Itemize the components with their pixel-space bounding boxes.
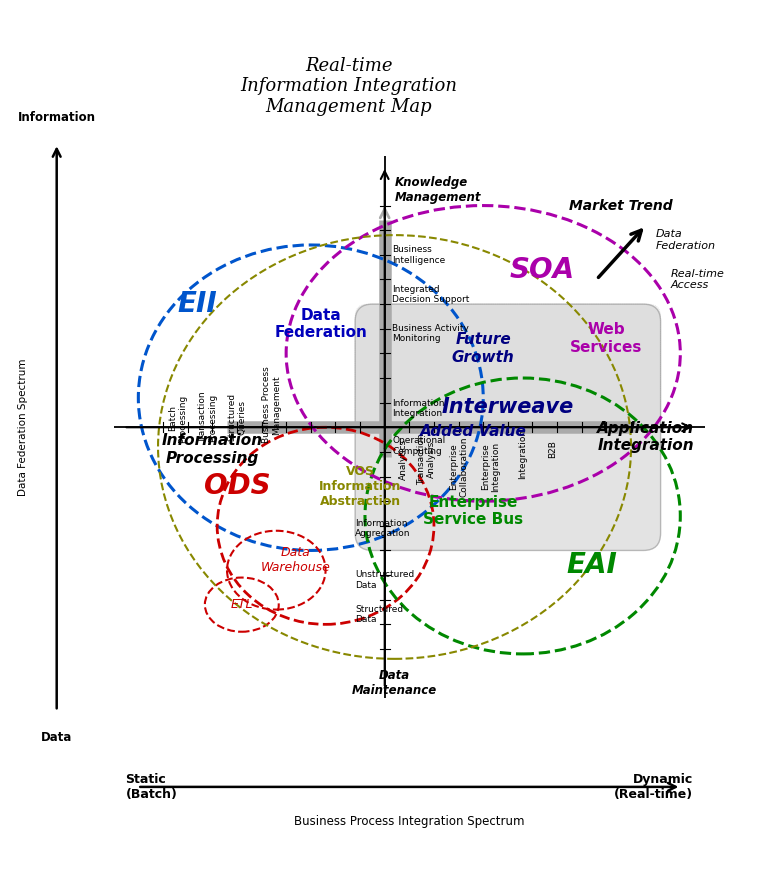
Text: Enterprise
Service Bus: Enterprise Service Bus (423, 494, 524, 528)
Text: Integration: Integration (518, 429, 527, 480)
Text: EII: EII (177, 290, 218, 318)
Text: ETL: ETL (230, 598, 253, 611)
Text: Operational
Computing: Operational Computing (392, 436, 446, 456)
Text: VOS
Information
Abstraction: VOS Information Abstraction (319, 465, 401, 508)
Text: Integrated
Decision Support: Integrated Decision Support (392, 284, 469, 304)
Text: Real-time
Access: Real-time Access (670, 269, 725, 290)
Text: Business Process
Management: Business Process Management (262, 367, 281, 444)
Text: Data
Federation: Data Federation (274, 308, 367, 340)
Text: Data
Warehouse: Data Warehouse (261, 547, 331, 575)
Text: Information
Aggregation: Information Aggregation (355, 519, 411, 538)
Text: Information
Processing: Information Processing (161, 433, 263, 466)
Text: Unstructured
Data: Unstructured Data (355, 570, 415, 589)
Text: Structured
Queries: Structured Queries (227, 393, 246, 441)
Text: Batch
Processing: Batch Processing (168, 394, 187, 442)
Text: SOA: SOA (510, 255, 575, 283)
FancyBboxPatch shape (355, 304, 660, 550)
Text: Information
Integration: Information Integration (392, 399, 445, 419)
Text: Data: Data (41, 731, 72, 744)
Text: Added Value: Added Value (420, 424, 527, 439)
Text: Structured
Data: Structured Data (355, 605, 403, 624)
Text: Market Trend: Market Trend (569, 199, 673, 213)
Text: Data Federation Spectrum: Data Federation Spectrum (17, 358, 27, 496)
Text: Transaction
Processing: Transaction Processing (198, 392, 217, 443)
Text: Real-time
Information Integration
Management Map: Real-time Information Integration Manage… (240, 57, 457, 116)
Text: Business
Intelligence: Business Intelligence (392, 245, 446, 264)
Text: EAI: EAI (566, 551, 617, 579)
FancyBboxPatch shape (355, 304, 660, 430)
Text: Web
Services: Web Services (570, 323, 643, 355)
Text: ODS: ODS (204, 473, 270, 501)
Text: Enterprise
Integration: Enterprise Integration (481, 441, 500, 492)
Text: Information: Information (17, 111, 96, 124)
Text: Enterprise
Collaboration: Enterprise Collaboration (449, 437, 468, 497)
Text: Transaction
Analysis: Transaction Analysis (417, 433, 437, 485)
Text: B2B: B2B (548, 440, 556, 459)
Text: Future
Growth: Future Growth (452, 332, 515, 364)
Text: Data
Federation: Data Federation (656, 229, 716, 251)
Text: Application
Integration: Application Integration (597, 421, 694, 453)
Text: Business Activity
Monitoring: Business Activity Monitoring (392, 324, 469, 344)
Text: Business Process Integration Spectrum: Business Process Integration Spectrum (294, 815, 525, 828)
Text: Knowledge
Management: Knowledge Management (394, 176, 481, 204)
Text: Interweave: Interweave (442, 397, 574, 417)
Text: Static
(Batch): Static (Batch) (126, 773, 177, 800)
Text: Dynamic
(Real-time): Dynamic (Real-time) (614, 773, 693, 800)
Text: Analytics: Analytics (399, 439, 408, 480)
Text: Data
Maintenance: Data Maintenance (352, 669, 437, 697)
